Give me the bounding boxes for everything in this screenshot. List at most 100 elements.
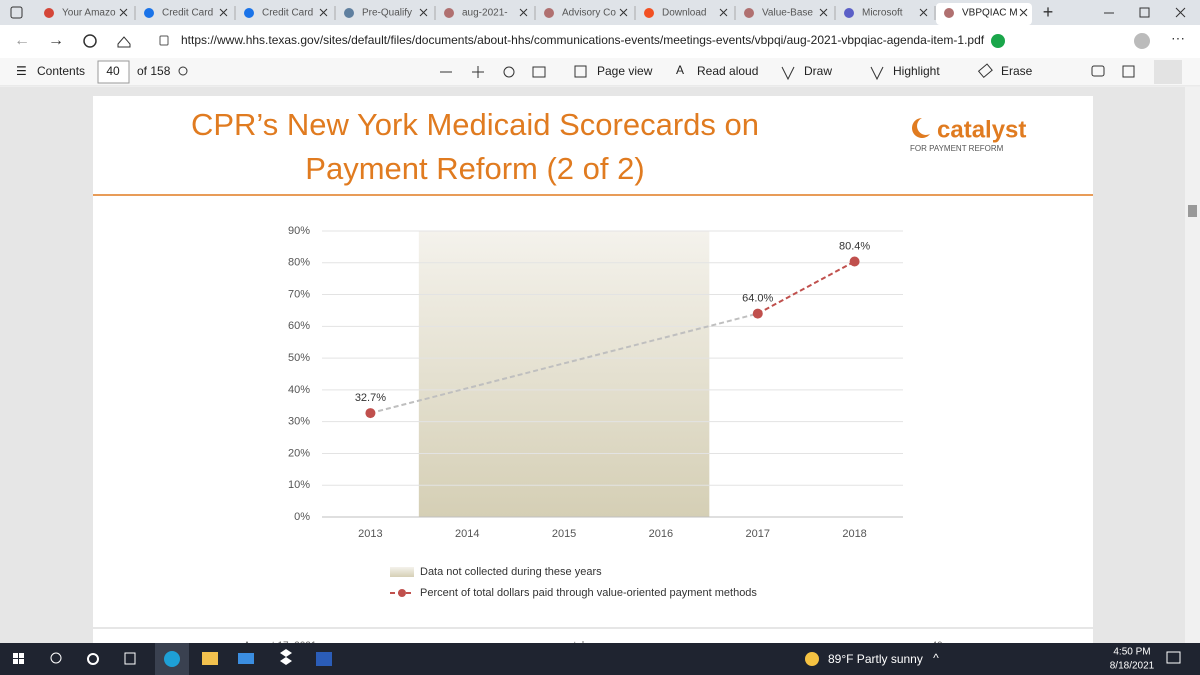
tab-icon: [244, 8, 254, 18]
y-tick-label: 10%: [288, 479, 310, 491]
tab-close: [519, 8, 528, 17]
tab-title[interactable]: VBPQIAC M: [962, 8, 1018, 19]
y-tick-label: 20%: [288, 447, 310, 459]
tab-title[interactable]: aug-2021-: [462, 8, 508, 19]
logo-subtitle: FOR PAYMENT REFORM: [910, 144, 1004, 153]
url[interactable]: https://www.hhs.texas.gov/sites/default/…: [181, 33, 985, 47]
task-view[interactable]: [124, 652, 136, 665]
print[interactable]: [1091, 65, 1105, 77]
chart: 0% 10% 20% 30% 40% 50% 60% 70% 80% 90% 2013 2014 201…: [288, 225, 903, 599]
refresh[interactable]: [83, 34, 97, 48]
x-tick-label: 2017: [746, 528, 770, 540]
tab-title[interactable]: Advisory Co: [562, 8, 616, 19]
close[interactable]: [1175, 7, 1186, 18]
tab-title[interactable]: Your Amazo: [62, 8, 116, 19]
erase-icon: [977, 63, 993, 78]
start[interactable]: [13, 653, 18, 658]
explorer[interactable]: [202, 652, 218, 665]
page-view-icon: [574, 65, 587, 78]
erase[interactable]: Erase: [1001, 64, 1033, 78]
maximize[interactable]: [1139, 7, 1150, 18]
search[interactable]: [178, 66, 188, 76]
cortana[interactable]: [87, 653, 99, 665]
rotate[interactable]: [503, 66, 515, 78]
clock-date[interactable]: 8/18/2021: [1110, 661, 1155, 672]
dropbox[interactable]: [280, 649, 292, 665]
tab-icon: [44, 8, 54, 18]
tab-close: [319, 8, 328, 17]
tab-close: [919, 8, 928, 17]
page-view[interactable]: Page view: [597, 64, 653, 78]
point: [365, 408, 376, 419]
y-tick-label: 40%: [288, 384, 310, 396]
tab-actions[interactable]: [10, 6, 23, 19]
tabs: Your Amazo Credit Card Credit Card Pre-Qual…: [44, 3, 1032, 25]
draw[interactable]: Draw: [804, 64, 832, 78]
highlight[interactable]: Highlight: [893, 64, 940, 78]
weather-icon: [805, 652, 819, 666]
tab-title[interactable]: Credit Card: [262, 8, 313, 19]
series-line: [757, 260, 856, 315]
tab-icon: [144, 8, 154, 18]
extension[interactable]: [991, 34, 1005, 48]
contents[interactable]: Contents: [37, 64, 85, 78]
value-label: 32.7%: [355, 392, 386, 404]
save[interactable]: [1122, 65, 1135, 78]
gap-connector: [370, 312, 758, 415]
page-input[interactable]: [97, 60, 130, 84]
tab-title[interactable]: Pre-Qualify: [362, 8, 412, 19]
tray-expand[interactable]: ^: [933, 651, 939, 665]
tab-icon: [344, 8, 354, 18]
legend-swatch: [390, 567, 414, 577]
page-number: 40: [106, 64, 120, 78]
contents-icon: ☰: [16, 64, 27, 78]
slide-title: Payment Reform (2 of 2): [305, 151, 644, 186]
footer-date: August 17, 2021: [244, 641, 317, 652]
tab-close: [1019, 8, 1028, 17]
read-aloud[interactable]: Read aloud: [697, 64, 758, 78]
draw-icon: [781, 66, 795, 81]
zoom-in[interactable]: [472, 66, 484, 78]
pin[interactable]: [1154, 60, 1182, 84]
slide-title: CPR’s New York Medicaid Scorecards on: [191, 107, 759, 142]
pdf-toolbar: [0, 58, 1200, 86]
x-tick-label: 2014: [455, 528, 479, 540]
x-tick-label: 2015: [552, 528, 576, 540]
new-tab[interactable]: +: [1043, 2, 1054, 22]
taskbar: [0, 643, 1200, 675]
tab-close: [619, 8, 628, 17]
y-tick-label: 0%: [294, 511, 310, 523]
footer-url: www.catalyze.org: [538, 641, 617, 652]
scroll-thumb[interactable]: [1188, 205, 1197, 217]
tab-close: [819, 8, 828, 17]
tab-title[interactable]: Download: [662, 8, 706, 19]
tab-icon: [444, 8, 454, 18]
fit[interactable]: [532, 66, 546, 78]
tab-icon: [744, 8, 754, 18]
legend-marker: [398, 589, 406, 597]
search-taskbar[interactable]: [50, 652, 62, 664]
weather[interactable]: 89°F Partly sunny: [828, 652, 923, 666]
home[interactable]: [117, 36, 131, 48]
logo: catalyst: [937, 116, 1026, 143]
tab-close: [119, 8, 128, 17]
scrollbar[interactable]: [1185, 87, 1200, 643]
legend-label: Percent of total dollars paid through va…: [420, 587, 757, 599]
value-label: 80.4%: [839, 240, 870, 252]
back[interactable]: ←: [14, 32, 30, 49]
tab-title[interactable]: Value-Base: [762, 8, 813, 19]
mail[interactable]: [238, 653, 254, 664]
tab-title[interactable]: Microsoft: [862, 8, 903, 19]
tab-title[interactable]: Credit Card: [162, 8, 213, 19]
y-tick-label: 90%: [288, 225, 310, 237]
word[interactable]: [316, 652, 332, 666]
forward[interactable]: →: [48, 32, 64, 49]
profile[interactable]: [1134, 33, 1150, 49]
y-tick-label: 80%: [288, 257, 310, 269]
menu[interactable]: ···: [1171, 30, 1185, 46]
page-count: of 158: [137, 64, 171, 78]
lock-icon: [159, 35, 169, 46]
notifications[interactable]: [1166, 651, 1181, 664]
tab-icon: [844, 8, 854, 18]
clock-time[interactable]: 4:50 PM: [1113, 647, 1150, 658]
